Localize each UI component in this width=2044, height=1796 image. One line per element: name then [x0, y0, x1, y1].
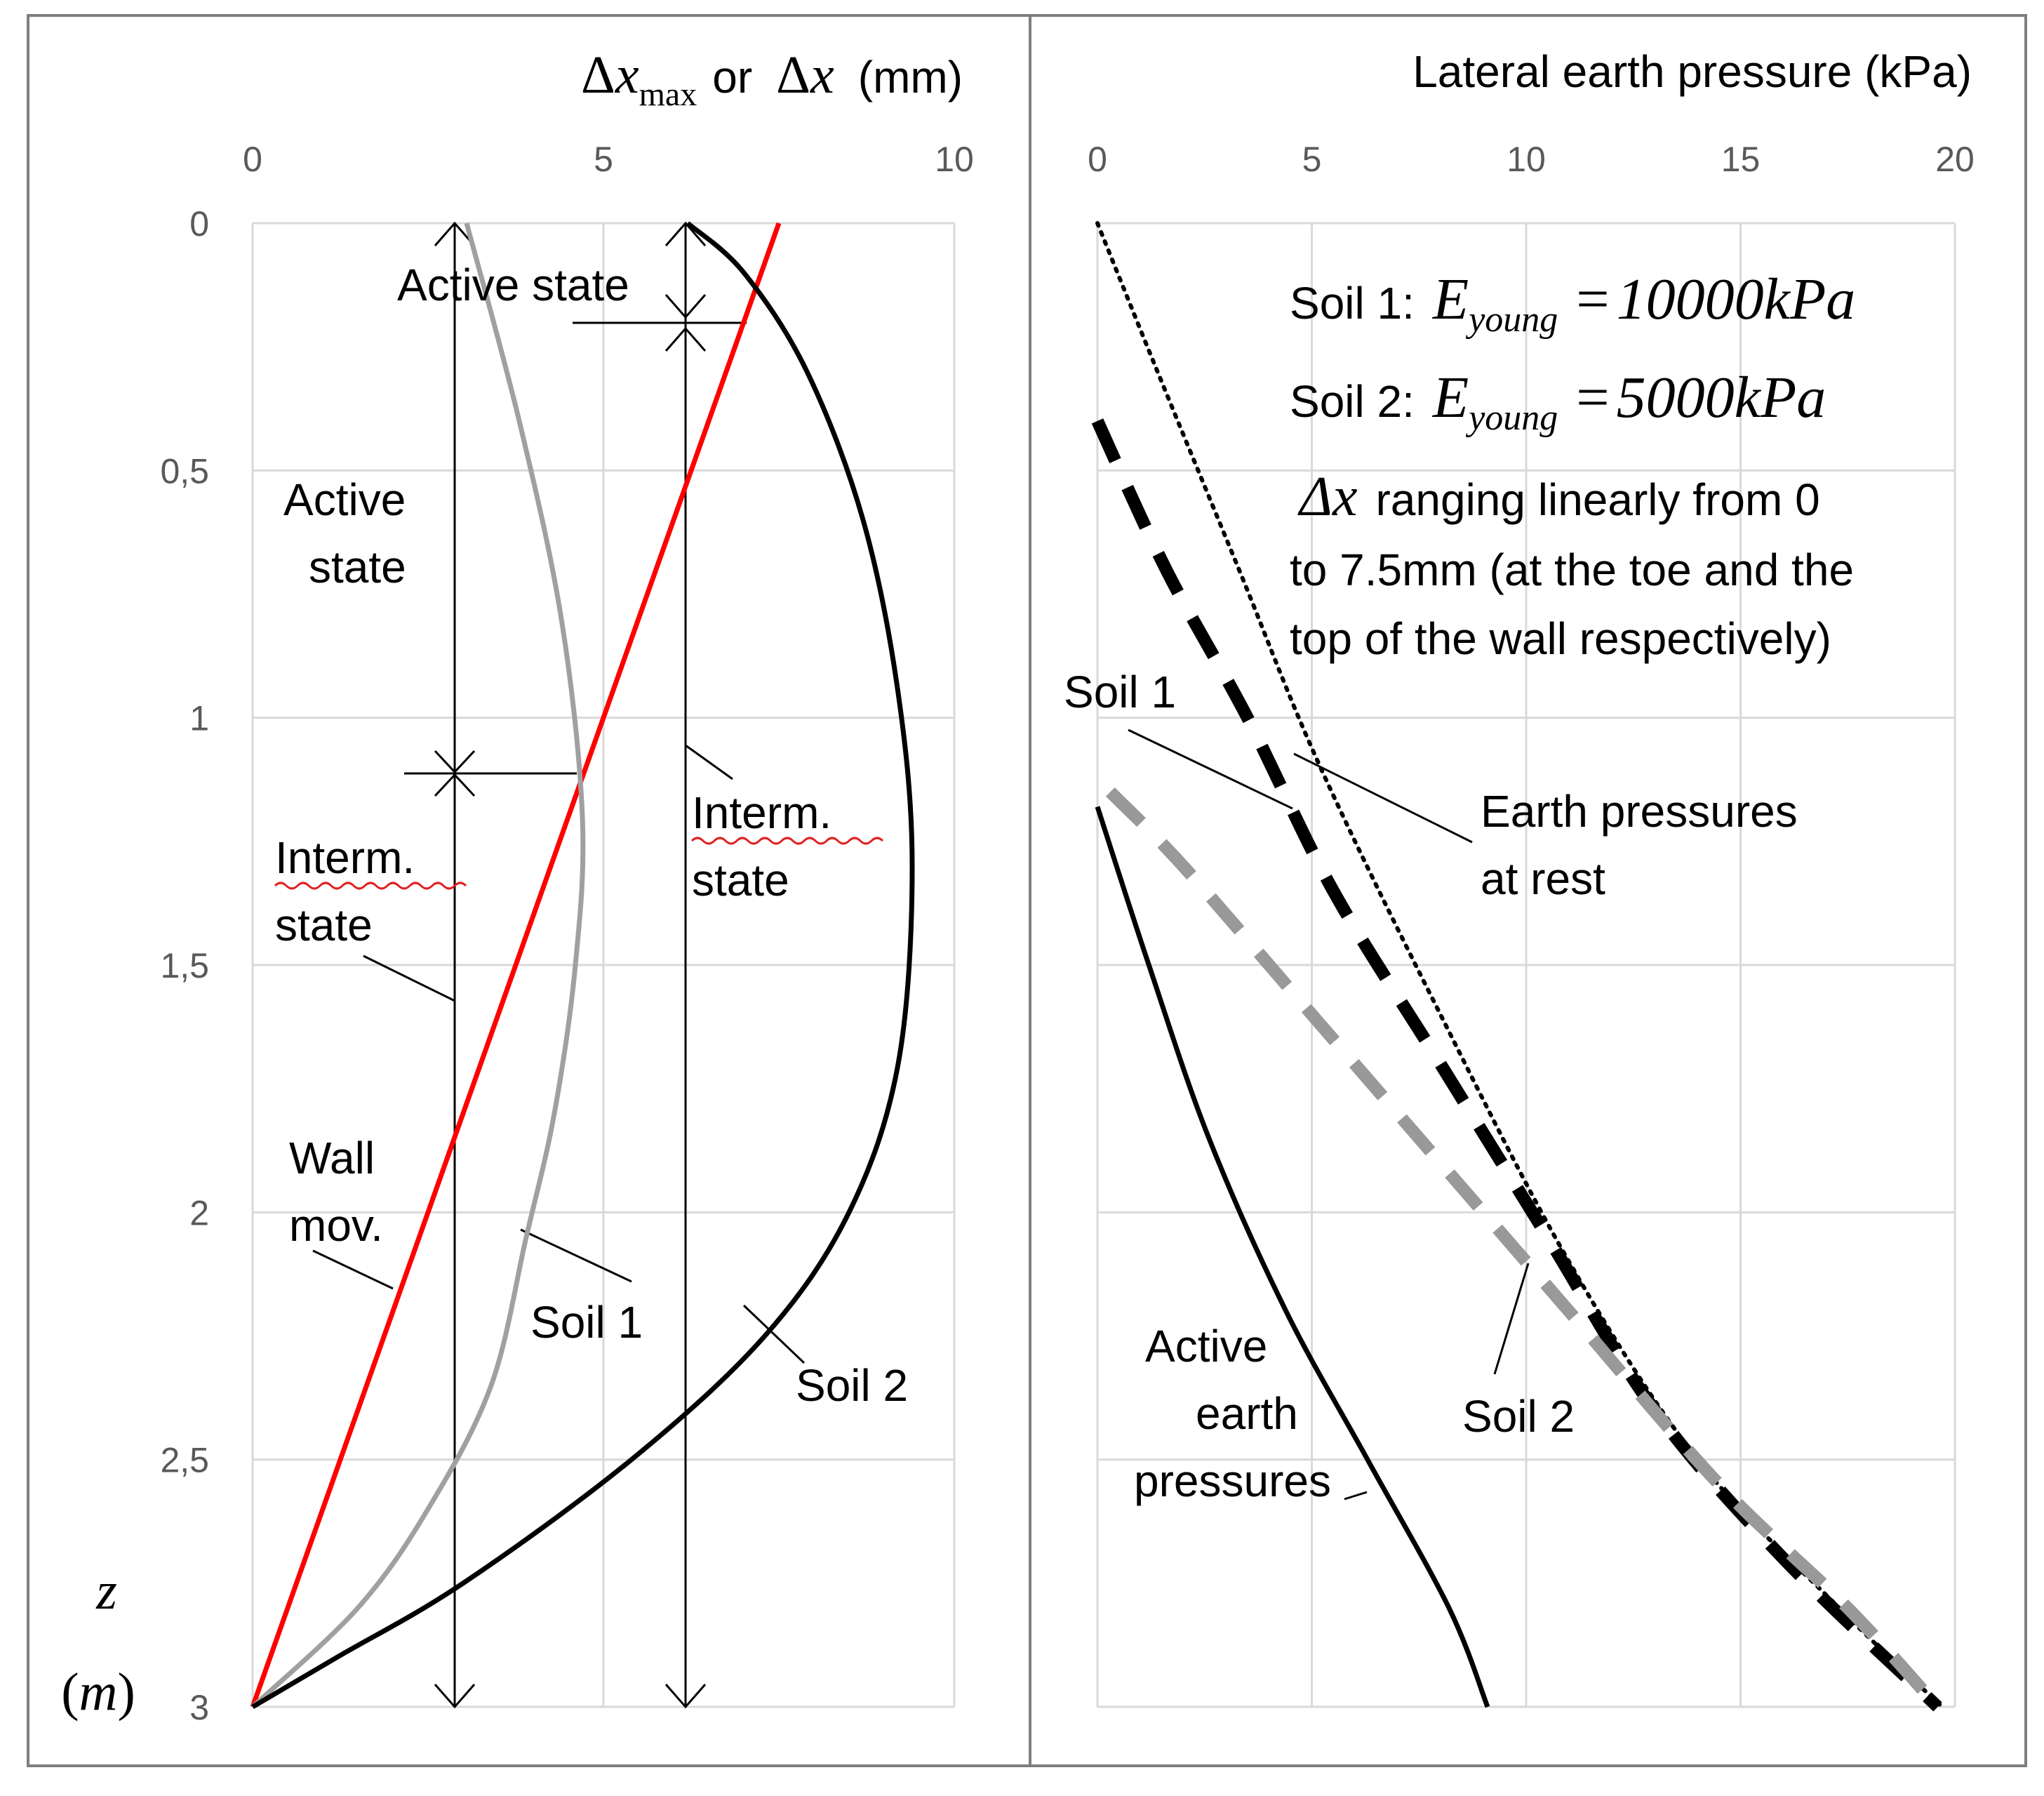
right-x-tick-label: 15 — [1721, 140, 1761, 179]
right-x-tick-labels: 0 5 10 15 20 — [1088, 140, 1975, 179]
left-series-soil-1 — [251, 222, 586, 1709]
left-series-soil-2 — [251, 221, 915, 1710]
arrow-head-1-top — [434, 221, 476, 246]
left-y-axis-unit: (m) — [61, 1663, 135, 1722]
figure-frame — [27, 14, 2027, 1767]
annotation-rest-1: Earth pressures — [1481, 786, 1798, 837]
left-y-tick-label: 3 — [189, 1688, 209, 1727]
right-x-axis-label: Lateral earth pressure (kPa) — [1412, 46, 1972, 97]
annotation-interm-left-2: state — [275, 900, 373, 950]
arrow-head-1-bottom — [434, 1684, 476, 1709]
annotation-active-left-1: Active — [283, 474, 406, 525]
left-x-tick-labels: 0 5 10 — [243, 140, 974, 179]
left-y-tick-label: 0 — [189, 204, 209, 244]
info-soil2: Soil 2: Eyoung = 5000kPa — [1290, 365, 1826, 438]
arrow-head-2-top — [664, 221, 707, 246]
left-y-tick-label: 0,5 — [160, 451, 209, 491]
annotation-interm-right-2: state — [692, 855, 789, 905]
spellcheck-squiggle-left — [274, 882, 467, 890]
leader-wall — [312, 1249, 394, 1290]
right-series-earth-pressures-at-rest — [1095, 221, 1944, 1709]
arrow-head-2-mid-down — [664, 326, 707, 352]
right-gridlines — [1096, 222, 1956, 1708]
arrow-head-1-mid-up — [434, 750, 476, 774]
arrow-head-2-mid-up — [664, 294, 707, 319]
left-series-wall-mov — [250, 222, 782, 1708]
left-y-tick-label: 1 — [189, 699, 209, 738]
annotation-right-soil1: Soil 1 — [1064, 667, 1176, 717]
left-gridlines — [251, 222, 956, 1708]
annotation-active-3: pressures — [1134, 1456, 1331, 1506]
right-series — [1091, 221, 1944, 1712]
leader-interm-left — [363, 954, 455, 1002]
right-leaders — [1128, 729, 1530, 1501]
spellcheck-squiggle-right — [690, 837, 884, 845]
info-dx-line1: Δx ranging linearly from 0 — [1297, 466, 1820, 528]
left-x-tick-label: 0 — [243, 140, 262, 179]
info-dx-line2: to 7.5mm (at the toe and the — [1290, 545, 1854, 595]
annotation-soil2: Soil 2 — [796, 1360, 908, 1411]
left-x-tick-label: 5 — [594, 140, 613, 179]
leader-active — [1344, 1491, 1368, 1501]
leader-soil2 — [742, 1304, 806, 1364]
annotation-active-state-top: Active state — [397, 260, 629, 310]
annotation-active-left-2: state — [309, 542, 406, 592]
left-series — [250, 221, 915, 1710]
leader-rest — [1293, 752, 1473, 844]
arrow-head-1-mid-down — [434, 773, 476, 797]
left-y-tick-labels: 0 0,5 1 1,5 2 2,5 3 — [160, 204, 209, 1727]
right-x-tick-label: 0 — [1088, 140, 1107, 179]
leader-interm-right — [685, 744, 733, 780]
right-chart: 0 5 10 15 20 Lateral earth pressure (kPa) So… — [1064, 46, 1975, 1712]
right-x-tick-label: 5 — [1302, 140, 1322, 179]
leader-right-soil1 — [1128, 729, 1293, 810]
info-dx-line3: top of the wall respectively) — [1290, 613, 1831, 664]
left-y-tick-label: 1,5 — [160, 946, 209, 985]
left-x-axis-label: Δxmax or Δx (mm) — [581, 46, 963, 113]
annotation-rest-2: at rest — [1481, 853, 1605, 904]
right-series-soil-2 — [1105, 787, 1943, 1712]
leader-right-soil2 — [1493, 1263, 1530, 1375]
annotation-interm-left-1: Interm. — [275, 832, 415, 883]
annotation-right-soil2: Soil 2 — [1462, 1391, 1575, 1442]
left-chart: 0 5 10 0 0,5 1 1,5 2 2,5 3 Δxmax or Δx (mm) z (m) — [61, 46, 974, 1727]
right-series-active-earth-pressures — [1095, 806, 1490, 1708]
left-y-tick-label: 2,5 — [160, 1441, 209, 1480]
annotation-active-2: earth — [1196, 1388, 1298, 1439]
annotation-wall-2: mov. — [289, 1200, 383, 1251]
left-y-axis-var: z — [95, 1562, 117, 1621]
right-x-tick-label: 20 — [1935, 140, 1975, 179]
left-y-tick-label: 2 — [189, 1193, 209, 1232]
info-soil1: Soil 1: Eyoung = 10000kPa — [1290, 267, 1855, 340]
annotation-soil1: Soil 1 — [530, 1297, 643, 1348]
annotation-interm-right-1: Interm. — [692, 787, 831, 838]
arrow-head-2-bottom — [664, 1684, 707, 1709]
annotation-active-1: Active — [1145, 1321, 1267, 1371]
leader-soil1 — [520, 1228, 632, 1283]
annotation-wall-1: Wall — [289, 1133, 375, 1183]
right-x-tick-label: 10 — [1507, 140, 1546, 179]
left-x-tick-label: 10 — [935, 140, 974, 179]
